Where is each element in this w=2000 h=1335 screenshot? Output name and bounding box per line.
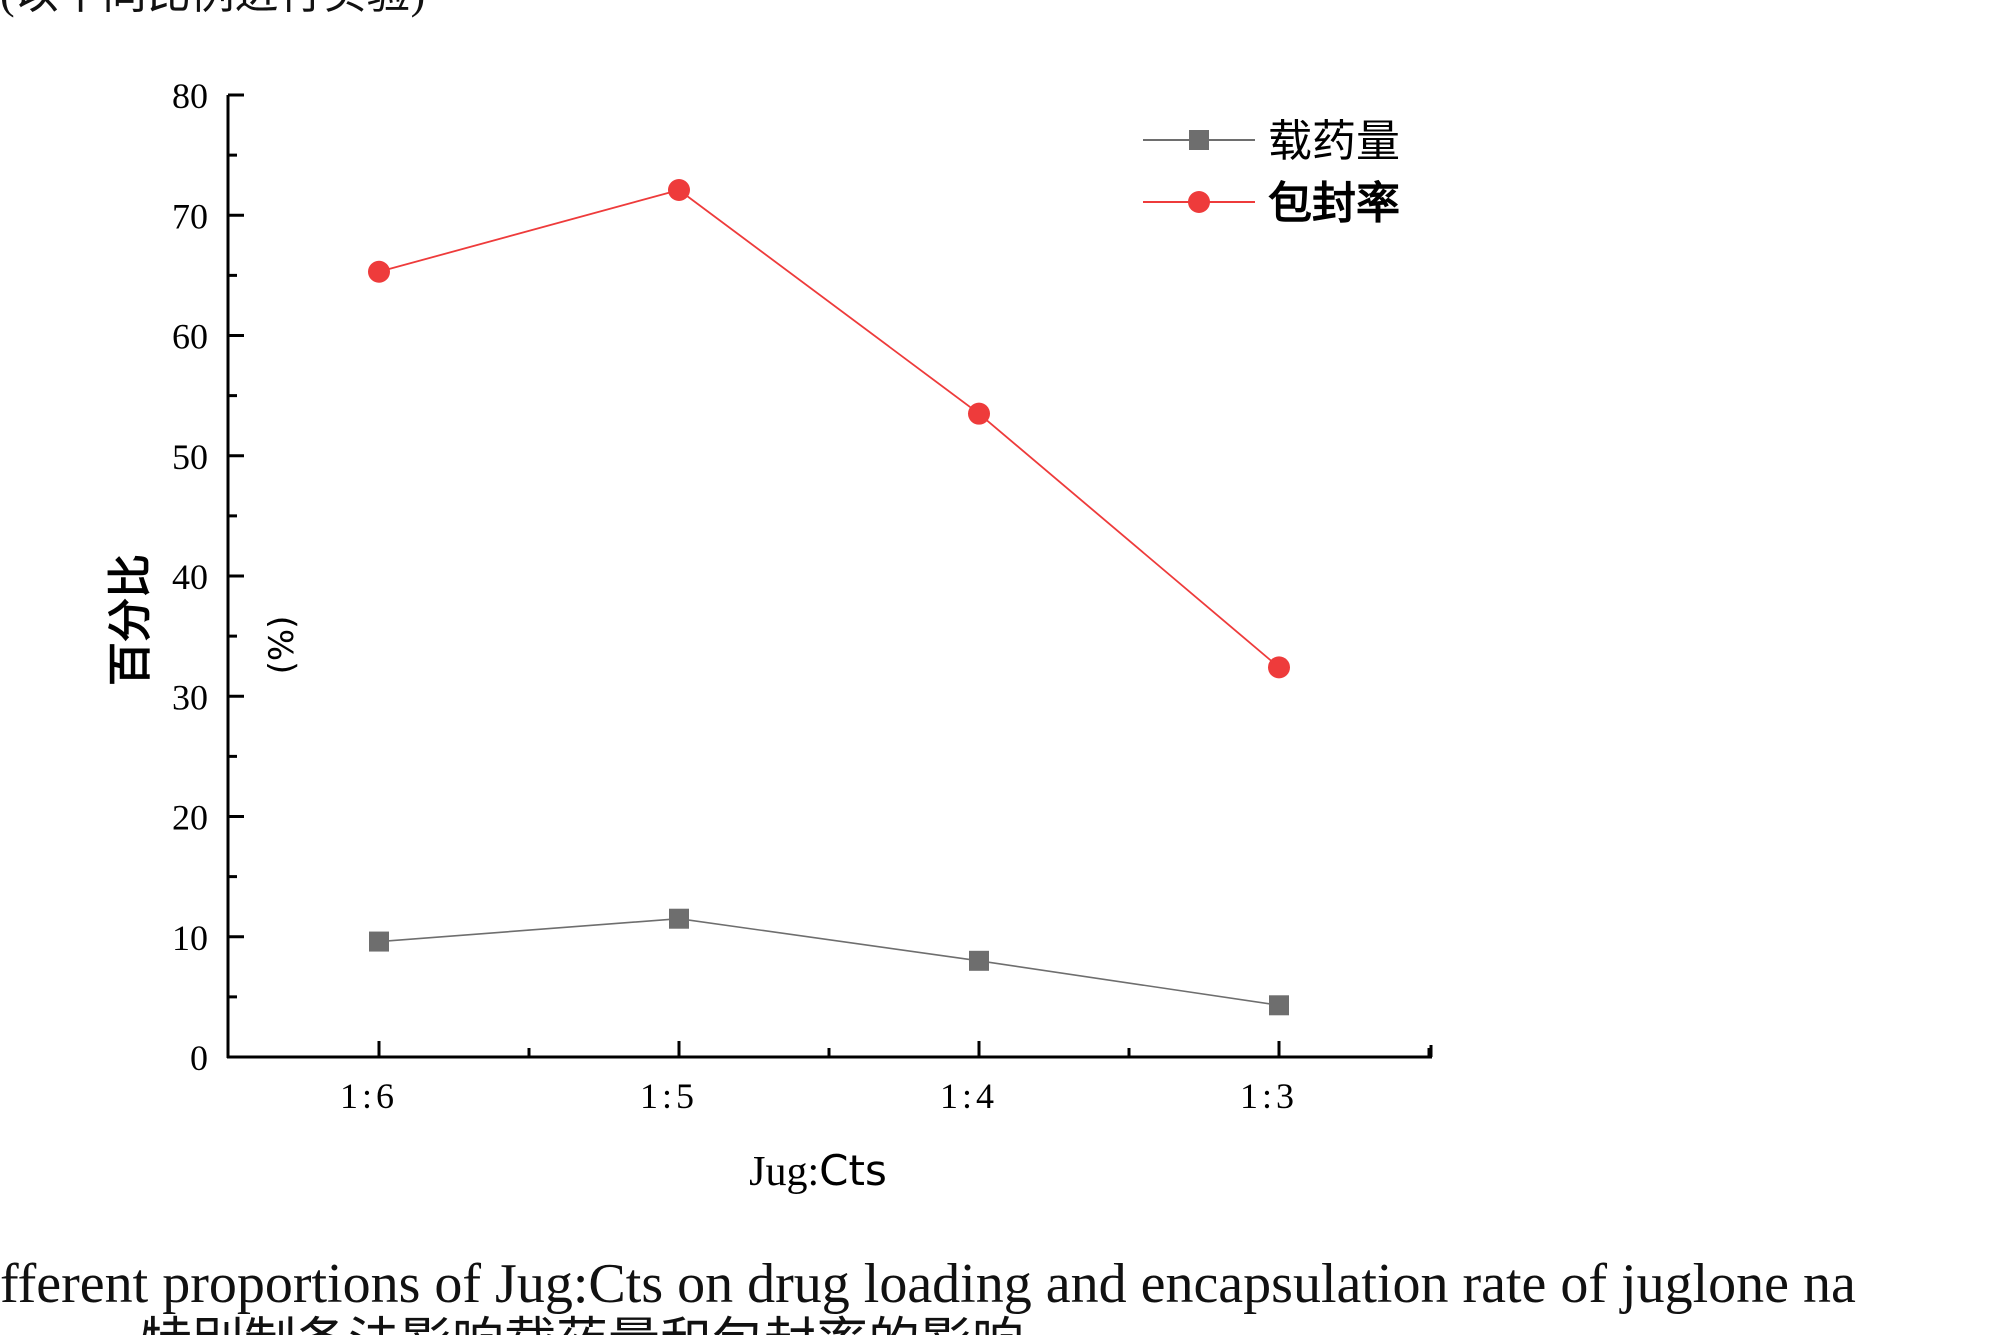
y-tick-label-30: 30 <box>172 677 208 717</box>
legend-marker-encapsulation <box>1188 191 1210 213</box>
y-axis-title: 百分比 <box>105 554 156 686</box>
data-point-drug-loading-1:5 <box>669 908 689 929</box>
axes <box>226 95 1432 1059</box>
y-tick-label-60: 60 <box>172 317 208 357</box>
series-encapsulation-rate <box>368 178 1290 679</box>
y-ticks: 0 10 20 30 40 50 60 70 80 <box>172 76 244 1078</box>
legend: 载药量 包封率 <box>1143 116 1400 229</box>
x-tick-label-1:6: 1:6 <box>340 1076 398 1116</box>
y-tick-label-10: 10 <box>172 918 208 958</box>
x-axis-title: Jug:Cts <box>749 1146 887 1195</box>
y-axis-unit: (%) <box>262 616 302 675</box>
data-point-encapsulation-rate-1:4 <box>968 402 990 425</box>
data-point-encapsulation-rate-1:3 <box>1268 656 1290 679</box>
data-point-encapsulation-rate-1:6 <box>368 260 390 283</box>
x-ticks: 1:6 1:5 1:4 1:3 <box>340 1041 1433 1116</box>
y-tick-label-20: 20 <box>172 798 208 838</box>
x-axis-title-cts: Cts <box>819 1146 887 1195</box>
x-tick-label-1:4: 1:4 <box>940 1076 998 1116</box>
figure-caption-chinese: 特别制备法影响载药量和包封率的影响 <box>140 1313 1024 1335</box>
data-point-encapsulation-rate-1:5 <box>668 178 690 201</box>
top-fragment-text: (以不同比例进行实验) <box>0 0 425 18</box>
legend-label-encapsulation: 包封率 <box>1268 178 1400 229</box>
legend-label-drug-loading: 载药量 <box>1268 116 1400 167</box>
y-tick-label-40: 40 <box>172 557 208 597</box>
data-point-drug-loading-1:4 <box>969 950 989 971</box>
x-tick-label-1:3: 1:3 <box>1240 1076 1298 1116</box>
x-axis-title-jug: Jug <box>749 1149 807 1195</box>
series-line-encapsulation-rate <box>378 189 1280 669</box>
y-tick-label-0: 0 <box>190 1038 208 1078</box>
x-tick-label-1:5: 1:5 <box>640 1076 698 1116</box>
y-tick-label-80: 80 <box>172 76 208 116</box>
series-layer <box>368 178 1290 1016</box>
series-drug-loading <box>369 908 1289 1016</box>
y-tick-label-50: 50 <box>172 437 208 477</box>
y-tick-label-70: 70 <box>172 196 208 236</box>
x-axis-title-sep: : <box>808 1149 820 1195</box>
data-point-drug-loading-1:3 <box>1269 995 1289 1016</box>
data-point-drug-loading-1:6 <box>369 931 389 952</box>
series-line-drug-loading <box>378 917 1280 1007</box>
figure-caption-english: fferent proportions of Jug:Cts on drug l… <box>0 1253 1856 1315</box>
legend-marker-drug-loading <box>1189 130 1209 150</box>
